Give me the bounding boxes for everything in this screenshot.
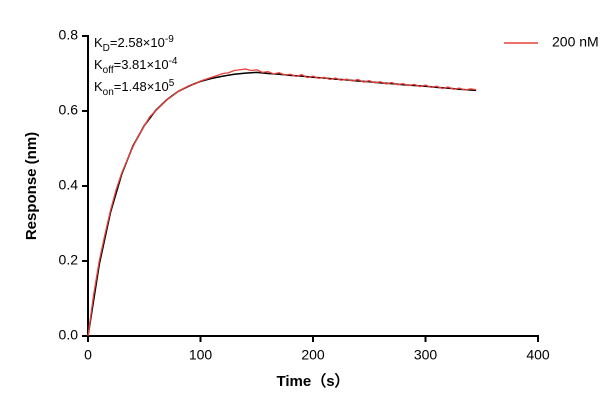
annotation-subscript: D <box>103 43 110 54</box>
annotation: Kon=1.48×105 <box>94 78 175 98</box>
y-tick-label: 0.4 <box>59 177 79 193</box>
annotation-subscript: off <box>103 65 114 76</box>
x-tick-label: 100 <box>189 347 213 363</box>
annotation-superscript: -4 <box>169 56 178 67</box>
x-tick-label: 200 <box>301 347 325 363</box>
y-tick-label: 0.0 <box>59 327 79 343</box>
annotation: KD=2.58×10-9 <box>94 34 174 54</box>
annotation-superscript: -9 <box>165 34 174 45</box>
annotation-symbol: K <box>94 57 103 72</box>
x-tick-label: 0 <box>84 347 92 363</box>
annotation-subscript: on <box>103 87 114 98</box>
annotation-symbol: K <box>94 35 103 50</box>
legend-label: 200 nM <box>552 34 599 50</box>
y-axis-label: Response (nm) <box>23 132 40 240</box>
annotation-text: =3.81×10 <box>114 57 169 72</box>
annotation-text: =2.58×10 <box>110 35 165 50</box>
x-tick-label: 400 <box>526 347 550 363</box>
annotation: Koff=3.81×10-4 <box>94 56 178 76</box>
y-tick-label: 0.8 <box>59 27 79 43</box>
y-tick-label: 0.6 <box>59 102 79 118</box>
annotation-symbol: K <box>94 79 103 94</box>
y-tick-label: 0.2 <box>59 252 79 268</box>
x-tick-label: 300 <box>414 347 438 363</box>
data-line <box>87 71 477 337</box>
annotation-superscript: 5 <box>169 78 175 89</box>
x-axis-label: Time（s） <box>276 372 349 390</box>
annotation-text: =1.48×10 <box>114 79 169 94</box>
data-line <box>87 68 477 337</box>
